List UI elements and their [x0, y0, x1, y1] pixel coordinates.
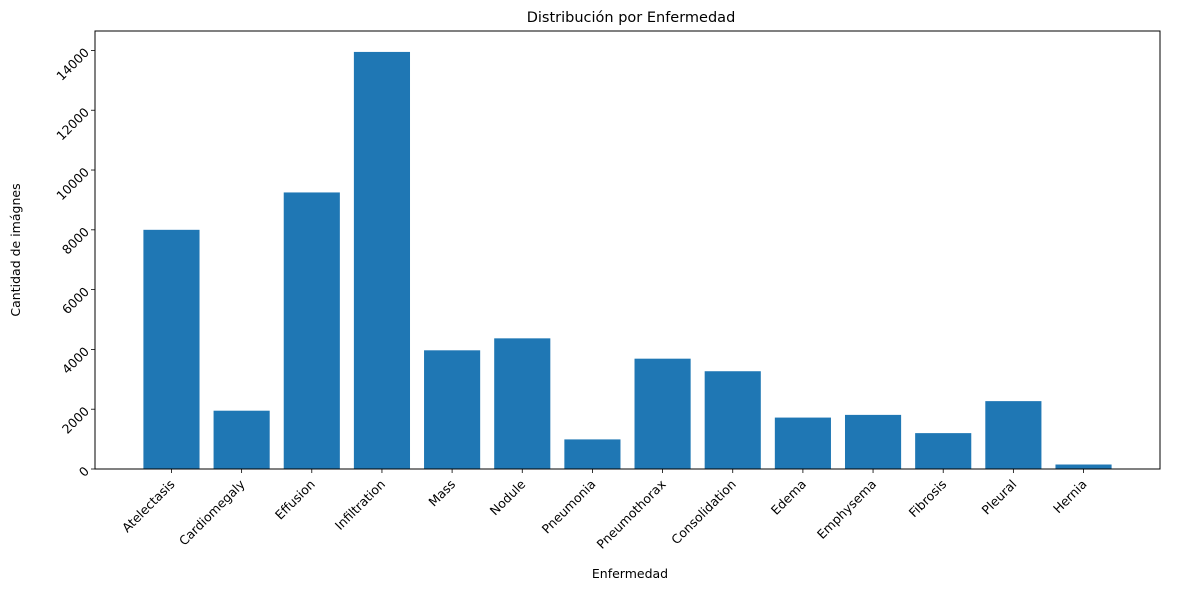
x-tick-label: Consolidation [668, 477, 739, 548]
bar-cardiomegaly [213, 410, 270, 469]
y-tick-label: 8000 [59, 224, 92, 257]
x-tick-label: Infiltration [332, 477, 388, 533]
bar-atelectasis [143, 229, 200, 469]
x-tick-label: Pneumonia [539, 477, 599, 537]
chart-title: Distribución por Enfermedad [527, 10, 736, 26]
x-tick-label: Fibrosis [906, 477, 950, 521]
x-tick-label: Pleural [979, 477, 1020, 518]
x-tick-label: Mass [425, 477, 458, 510]
x-tick-label: Atelectasis [119, 477, 178, 536]
plot-frame [94, 30, 1161, 470]
y-tick-label: 14000 [53, 45, 92, 84]
x-tick-label: Edema [768, 477, 809, 518]
bar-pneumothorax [634, 358, 691, 469]
bar-fibrosis [915, 433, 972, 469]
bar-hernia [1055, 464, 1112, 469]
bar-edema [774, 417, 831, 469]
bars-group [143, 51, 1112, 470]
bar-effusion [283, 192, 340, 470]
y-tick-label: 12000 [53, 105, 92, 144]
x-axis-label: Enfermedad [592, 566, 668, 581]
bar-pleural [985, 401, 1042, 469]
x-tick-label: Pneumothorax [593, 477, 668, 552]
y-tick-label: 2000 [59, 404, 92, 437]
x-tick-label: Emphysema [814, 477, 879, 542]
x-tick-label: Effusion [272, 477, 318, 523]
bar-consolidation [704, 371, 761, 469]
bar-infiltration [353, 51, 411, 469]
y-tick-label: 6000 [59, 284, 92, 317]
x-tick-label: Hernia [1050, 477, 1090, 517]
y-tick-label: 4000 [59, 344, 92, 377]
y-axis-ticks: 0 2000 4000 6000 8000 10000 12000 14000 [53, 45, 95, 480]
bar-emphysema [844, 414, 902, 469]
x-tick-label: Cardiomegaly [176, 476, 248, 548]
bar-pneumonia [564, 439, 621, 469]
x-tick-label: Nodule [487, 476, 529, 518]
y-axis-label: Cantidad de imágnes [8, 183, 23, 316]
y-tick-label: 0 [76, 463, 92, 479]
bar-mass [424, 350, 481, 469]
bar-nodule [494, 338, 551, 469]
y-tick-label: 10000 [53, 164, 92, 203]
